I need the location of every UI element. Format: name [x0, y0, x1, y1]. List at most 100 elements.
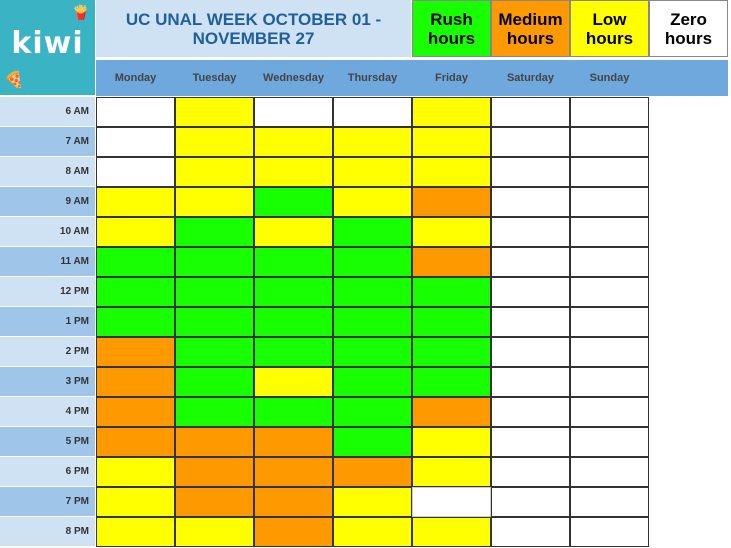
schedule-cell-monday[interactable]: [96, 277, 175, 307]
schedule-cell-wednesday[interactable]: [254, 517, 333, 547]
schedule-cell-thursday[interactable]: [333, 247, 412, 277]
schedule-cell-wednesday[interactable]: [254, 157, 333, 187]
schedule-cell-tuesday[interactable]: [175, 127, 254, 157]
schedule-cell-saturday[interactable]: [491, 277, 570, 307]
schedule-cell-thursday[interactable]: [333, 427, 412, 457]
schedule-cell-thursday[interactable]: [333, 487, 412, 517]
schedule-cell-monday[interactable]: [96, 397, 175, 427]
schedule-cell-tuesday[interactable]: [175, 367, 254, 397]
schedule-cell-thursday[interactable]: [333, 367, 412, 397]
schedule-cell-sunday[interactable]: [570, 157, 649, 187]
schedule-cell-sunday[interactable]: [570, 517, 649, 547]
schedule-cell-wednesday[interactable]: [254, 367, 333, 397]
schedule-cell-tuesday[interactable]: [175, 427, 254, 457]
schedule-cell-sunday[interactable]: [570, 307, 649, 337]
schedule-cell-tuesday[interactable]: [175, 457, 254, 487]
schedule-cell-monday[interactable]: [96, 187, 175, 217]
schedule-cell-wednesday[interactable]: [254, 307, 333, 337]
schedule-cell-saturday[interactable]: [491, 127, 570, 157]
schedule-cell-sunday[interactable]: [570, 127, 649, 157]
schedule-cell-monday[interactable]: [96, 127, 175, 157]
schedule-cell-sunday[interactable]: [570, 277, 649, 307]
schedule-cell-sunday[interactable]: [570, 187, 649, 217]
schedule-cell-saturday[interactable]: [491, 97, 570, 127]
schedule-cell-saturday[interactable]: [491, 367, 570, 397]
schedule-cell-thursday[interactable]: [333, 517, 412, 547]
schedule-cell-sunday[interactable]: [570, 487, 649, 517]
schedule-cell-thursday[interactable]: [333, 187, 412, 217]
schedule-cell-friday[interactable]: [412, 337, 491, 367]
schedule-cell-sunday[interactable]: [570, 217, 649, 247]
schedule-cell-friday[interactable]: [412, 427, 491, 457]
schedule-cell-thursday[interactable]: [333, 457, 412, 487]
schedule-cell-friday[interactable]: [412, 127, 491, 157]
schedule-cell-tuesday[interactable]: [175, 157, 254, 187]
schedule-cell-friday[interactable]: [412, 187, 491, 217]
schedule-cell-wednesday[interactable]: [254, 217, 333, 247]
schedule-cell-tuesday[interactable]: [175, 187, 254, 217]
schedule-cell-friday[interactable]: [412, 307, 491, 337]
schedule-cell-tuesday[interactable]: [175, 97, 254, 127]
schedule-cell-saturday[interactable]: [491, 457, 570, 487]
schedule-cell-friday[interactable]: [412, 97, 491, 127]
schedule-cell-tuesday[interactable]: [175, 337, 254, 367]
schedule-cell-thursday[interactable]: [333, 277, 412, 307]
schedule-cell-thursday[interactable]: [333, 97, 412, 127]
schedule-cell-friday[interactable]: [412, 247, 491, 277]
schedule-cell-monday[interactable]: [96, 247, 175, 277]
schedule-cell-wednesday[interactable]: [254, 457, 333, 487]
schedule-cell-wednesday[interactable]: [254, 277, 333, 307]
schedule-cell-friday[interactable]: [412, 367, 491, 397]
schedule-cell-monday[interactable]: [96, 157, 175, 187]
schedule-cell-thursday[interactable]: [333, 337, 412, 367]
schedule-cell-saturday[interactable]: [491, 217, 570, 247]
schedule-cell-sunday[interactable]: [570, 337, 649, 367]
schedule-cell-monday[interactable]: [96, 457, 175, 487]
schedule-cell-friday[interactable]: [412, 487, 491, 517]
schedule-cell-thursday[interactable]: [333, 307, 412, 337]
schedule-cell-friday[interactable]: [412, 397, 491, 427]
schedule-cell-saturday[interactable]: [491, 517, 570, 547]
schedule-cell-friday[interactable]: [412, 457, 491, 487]
schedule-cell-wednesday[interactable]: [254, 427, 333, 457]
schedule-cell-monday[interactable]: [96, 97, 175, 127]
schedule-cell-saturday[interactable]: [491, 397, 570, 427]
schedule-cell-saturday[interactable]: [491, 157, 570, 187]
schedule-cell-thursday[interactable]: [333, 397, 412, 427]
schedule-cell-wednesday[interactable]: [254, 187, 333, 217]
schedule-cell-sunday[interactable]: [570, 397, 649, 427]
schedule-cell-wednesday[interactable]: [254, 397, 333, 427]
schedule-cell-tuesday[interactable]: [175, 397, 254, 427]
schedule-cell-wednesday[interactable]: [254, 247, 333, 277]
schedule-cell-saturday[interactable]: [491, 247, 570, 277]
schedule-cell-saturday[interactable]: [491, 307, 570, 337]
schedule-cell-tuesday[interactable]: [175, 487, 254, 517]
schedule-cell-saturday[interactable]: [491, 427, 570, 457]
schedule-cell-sunday[interactable]: [570, 97, 649, 127]
schedule-cell-sunday[interactable]: [570, 367, 649, 397]
schedule-cell-friday[interactable]: [412, 157, 491, 187]
schedule-cell-sunday[interactable]: [570, 247, 649, 277]
schedule-cell-monday[interactable]: [96, 517, 175, 547]
schedule-cell-wednesday[interactable]: [254, 487, 333, 517]
schedule-cell-friday[interactable]: [412, 217, 491, 247]
schedule-cell-thursday[interactable]: [333, 217, 412, 247]
schedule-cell-sunday[interactable]: [570, 457, 649, 487]
schedule-cell-friday[interactable]: [412, 277, 491, 307]
schedule-cell-friday[interactable]: [412, 517, 491, 547]
schedule-cell-monday[interactable]: [96, 307, 175, 337]
schedule-cell-monday[interactable]: [96, 217, 175, 247]
schedule-cell-wednesday[interactable]: [254, 337, 333, 367]
schedule-cell-tuesday[interactable]: [175, 517, 254, 547]
schedule-cell-saturday[interactable]: [491, 487, 570, 517]
schedule-cell-wednesday[interactable]: [254, 127, 333, 157]
schedule-cell-monday[interactable]: [96, 337, 175, 367]
schedule-cell-thursday[interactable]: [333, 157, 412, 187]
schedule-cell-tuesday[interactable]: [175, 307, 254, 337]
schedule-cell-wednesday[interactable]: [254, 97, 333, 127]
schedule-cell-tuesday[interactable]: [175, 217, 254, 247]
schedule-cell-saturday[interactable]: [491, 187, 570, 217]
schedule-cell-monday[interactable]: [96, 427, 175, 457]
schedule-cell-tuesday[interactable]: [175, 277, 254, 307]
schedule-cell-monday[interactable]: [96, 367, 175, 397]
